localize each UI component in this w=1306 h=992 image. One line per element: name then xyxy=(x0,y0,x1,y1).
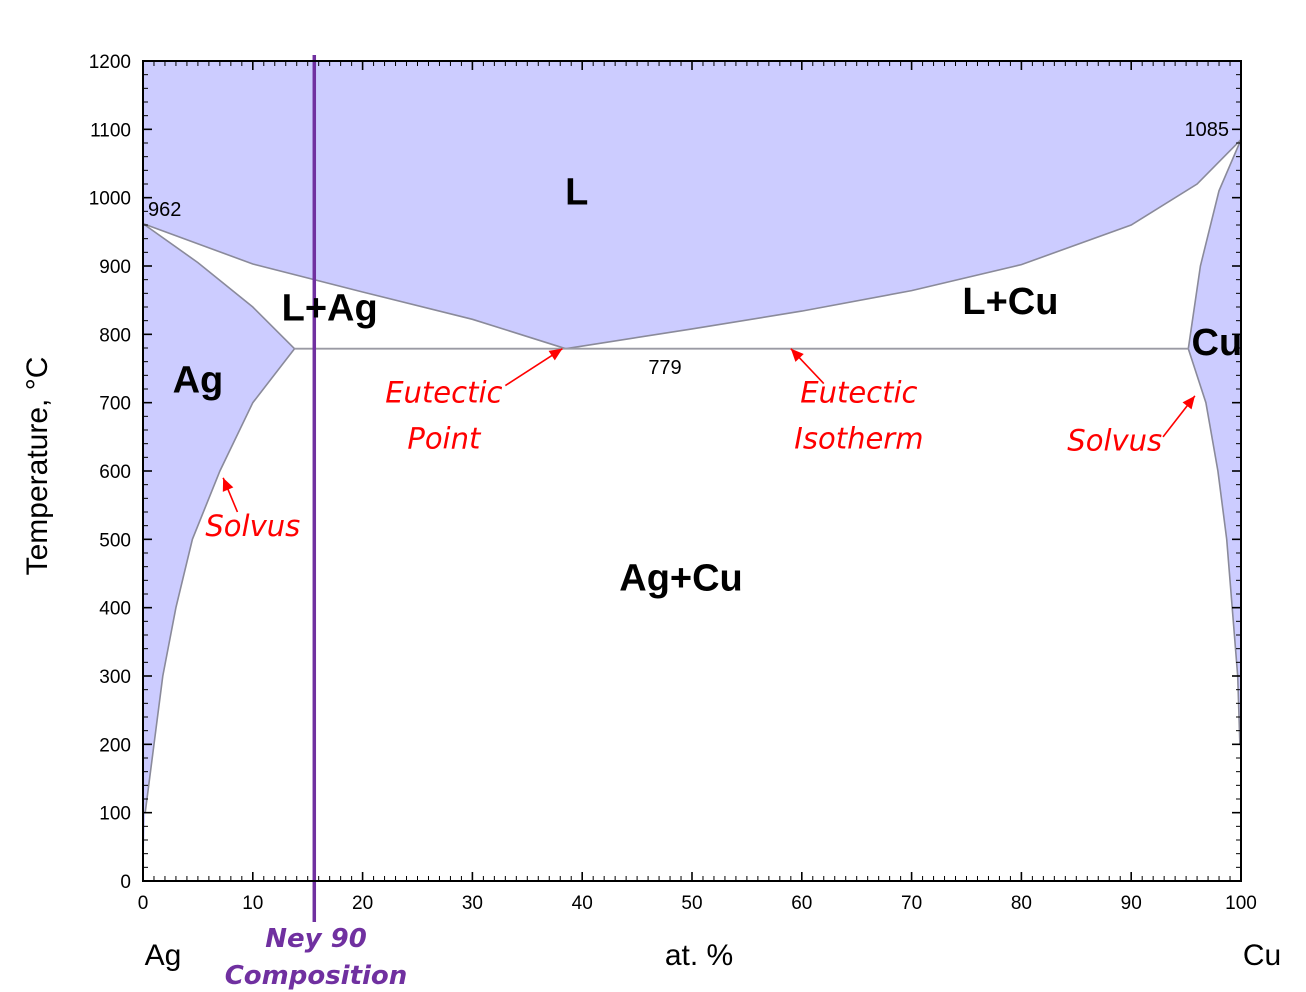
y-tick-label: 600 xyxy=(99,462,131,483)
solidus-cu-line xyxy=(1187,139,1242,349)
x-axis-title: at. % xyxy=(665,939,733,972)
y-tick-label: 700 xyxy=(99,394,131,415)
x-tick-label: 20 xyxy=(352,893,373,914)
ag-solid-solution-region xyxy=(143,223,295,882)
x-tick-label: 70 xyxy=(901,893,922,914)
x-right-component-label: Cu xyxy=(1243,939,1281,972)
liquidus-cu-line xyxy=(565,139,1242,350)
axis-ticks: 0 10 20 30 40 50 60 70 80 90 100010020030040050060… xyxy=(89,52,1257,914)
eutectic-temperature-label: 779 xyxy=(648,357,681,379)
x-tick-label: 0 xyxy=(138,893,149,914)
phase-label: Cu xyxy=(1192,322,1243,364)
phase-label: Ag xyxy=(173,359,224,401)
phase-boundaries xyxy=(142,55,1242,922)
annotations: Eutectic Point Eutectic Isotherm Solvus Solvu… xyxy=(205,348,1196,543)
ag-melting-point-label: 962 xyxy=(148,199,181,221)
x-tick-label: 80 xyxy=(1011,893,1032,914)
x-tick-label: 10 xyxy=(242,893,263,914)
annotation-arrow-head xyxy=(790,348,804,362)
annotation-text: Point xyxy=(407,422,482,456)
x-tick-label: 100 xyxy=(1225,893,1257,914)
ney90-label-line2: Composition xyxy=(225,961,408,991)
annotation-arrow-head xyxy=(222,477,234,492)
solidus-ag-line xyxy=(142,222,296,350)
solvus-ag-line xyxy=(144,348,296,813)
annotation-text: Isotherm xyxy=(794,422,923,456)
y-tick-label: 1000 xyxy=(89,189,131,210)
annotation-text: Solvus xyxy=(1067,424,1162,458)
y-tick-label: 300 xyxy=(99,667,131,688)
annotation-arrow-head xyxy=(548,348,563,361)
liquid-region xyxy=(143,61,1241,349)
cu-solid-solution-region xyxy=(1188,139,1241,882)
x-tick-label: 60 xyxy=(791,893,812,914)
annotation-arrow-head xyxy=(1182,395,1195,410)
x-left-component-label: Ag xyxy=(145,939,182,972)
x-tick-label: 50 xyxy=(681,893,702,914)
liquidus-ag-line xyxy=(142,222,566,350)
annotation-text: Eutectic xyxy=(800,376,917,410)
y-tick-label: 800 xyxy=(99,325,131,346)
y-axis-title: Temperature, °C xyxy=(21,357,54,576)
y-tick-label: 1100 xyxy=(90,120,131,141)
chart-labels: L L+Ag L+Cu Ag Cu Ag+Cu xyxy=(173,172,1243,600)
phase-label: L xyxy=(565,172,588,214)
x-tick-label: 30 xyxy=(462,893,483,914)
phase-label: L+Ag xyxy=(282,288,378,330)
x-tick-label: 90 xyxy=(1121,893,1142,914)
y-tick-label: 1200 xyxy=(89,52,131,73)
annotation-text: Solvus xyxy=(205,509,300,543)
y-tick-label: 100 xyxy=(99,804,131,825)
y-tick-label: 0 xyxy=(120,872,131,893)
cu-melting-point-label: 1085 xyxy=(1185,119,1230,141)
y-tick-label: 500 xyxy=(99,530,131,551)
y-tick-label: 400 xyxy=(99,599,131,620)
annotation-text: Eutectic xyxy=(385,376,502,410)
phase-label: L+Cu xyxy=(962,281,1058,323)
phase-region-fills xyxy=(143,61,1241,882)
y-tick-label: 200 xyxy=(99,735,131,756)
ney90-label-line1: Ney 90 xyxy=(265,924,367,954)
phase-label: Ag+Cu xyxy=(619,558,743,600)
x-tick-label: 40 xyxy=(572,893,593,914)
y-tick-label: 900 xyxy=(99,257,131,278)
